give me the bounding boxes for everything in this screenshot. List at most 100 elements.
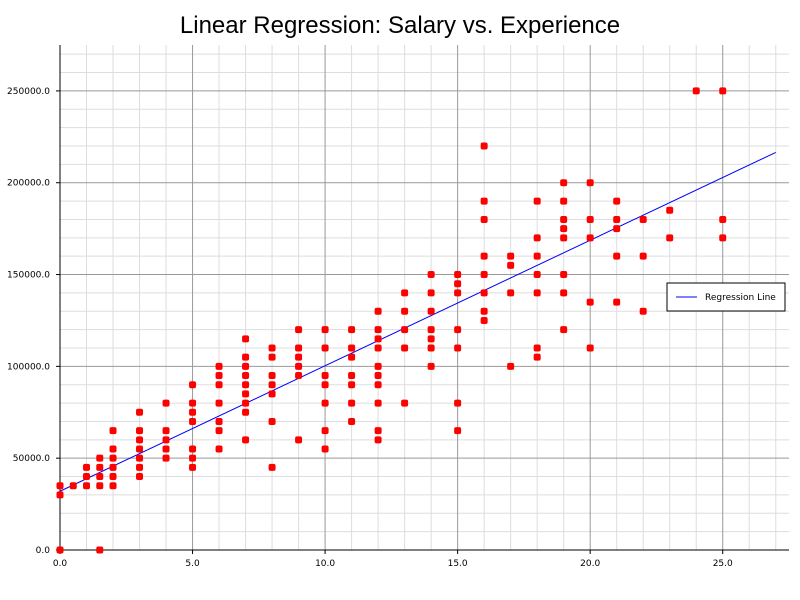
data-point	[242, 372, 250, 380]
data-point	[321, 399, 329, 407]
data-point	[242, 408, 250, 416]
data-point	[427, 289, 435, 297]
data-point	[69, 482, 77, 490]
data-point	[189, 408, 197, 416]
data-point	[242, 399, 250, 407]
data-point	[295, 436, 303, 444]
data-point	[162, 445, 170, 453]
data-point	[348, 326, 356, 334]
data-point	[162, 399, 170, 407]
data-point	[374, 372, 382, 380]
chart-title: Linear Regression: Salary vs. Experience	[180, 12, 620, 39]
data-point	[533, 289, 541, 297]
x-tick-label: 5.0	[185, 559, 200, 569]
data-point	[321, 445, 329, 453]
data-point	[427, 326, 435, 334]
data-point	[613, 215, 621, 223]
data-point	[215, 445, 223, 453]
data-point	[189, 417, 197, 425]
data-point	[136, 408, 144, 416]
data-point	[162, 454, 170, 462]
data-point	[613, 298, 621, 306]
regression-line-layer	[59, 151, 776, 492]
y-tick-label: 200000.0	[7, 179, 50, 189]
data-point	[268, 381, 276, 389]
data-point	[374, 335, 382, 343]
data-point	[268, 344, 276, 352]
data-point	[96, 482, 104, 490]
data-point	[189, 445, 197, 453]
data-point	[268, 417, 276, 425]
data-point	[427, 307, 435, 315]
data-point	[109, 454, 117, 462]
data-point	[215, 427, 223, 435]
data-point	[427, 344, 435, 352]
data-point	[533, 234, 541, 242]
data-point	[109, 445, 117, 453]
data-point	[215, 417, 223, 425]
data-point	[666, 206, 674, 214]
data-point	[83, 463, 91, 471]
data-point	[480, 252, 488, 260]
x-tick-label: 0.0	[53, 559, 68, 569]
data-point	[560, 179, 568, 187]
data-point	[109, 473, 117, 481]
data-point	[427, 271, 435, 279]
data-point	[507, 289, 515, 297]
data-point	[480, 197, 488, 205]
data-point	[242, 436, 250, 444]
data-point	[348, 344, 356, 352]
data-point	[533, 344, 541, 352]
x-tick-label: 20.0	[580, 559, 600, 569]
data-point	[454, 399, 462, 407]
data-point	[480, 142, 488, 150]
data-point	[374, 427, 382, 435]
legend: Regression Line	[666, 282, 786, 312]
y-tick-label: 250000.0	[7, 87, 50, 97]
data-point	[162, 436, 170, 444]
data-point	[242, 390, 250, 398]
data-point	[96, 454, 104, 462]
data-point	[560, 271, 568, 279]
data-point	[215, 381, 223, 389]
data-point	[348, 381, 356, 389]
data-point	[507, 261, 515, 269]
data-point	[533, 271, 541, 279]
data-point	[268, 372, 276, 380]
data-point	[189, 463, 197, 471]
data-point	[56, 491, 64, 499]
data-point	[533, 252, 541, 260]
data-point	[295, 372, 303, 380]
data-point	[268, 353, 276, 361]
data-point	[295, 344, 303, 352]
data-point	[401, 399, 409, 407]
data-point	[83, 473, 91, 481]
x-tick-label: 15.0	[448, 559, 468, 569]
data-point	[480, 316, 488, 324]
data-point	[374, 326, 382, 334]
scatter-points	[56, 87, 727, 554]
data-point	[719, 234, 727, 242]
data-point	[639, 215, 647, 223]
data-point	[215, 362, 223, 370]
data-point	[189, 381, 197, 389]
data-point	[374, 381, 382, 389]
data-point	[454, 326, 462, 334]
data-point	[109, 482, 117, 490]
data-point	[56, 546, 64, 554]
data-point	[666, 234, 674, 242]
data-point	[560, 197, 568, 205]
data-point	[401, 307, 409, 315]
data-point	[136, 445, 144, 453]
data-point	[268, 390, 276, 398]
data-point	[242, 362, 250, 370]
data-point	[295, 362, 303, 370]
data-point	[507, 362, 515, 370]
data-point	[586, 179, 594, 187]
data-point	[96, 463, 104, 471]
data-point	[242, 353, 250, 361]
data-point	[242, 335, 250, 343]
axes: 0.0 5.0 10.0 15.0 20.0 25.0 0.0 50000.0 100000.0…	[7, 45, 789, 569]
data-point	[613, 252, 621, 260]
data-point	[560, 234, 568, 242]
